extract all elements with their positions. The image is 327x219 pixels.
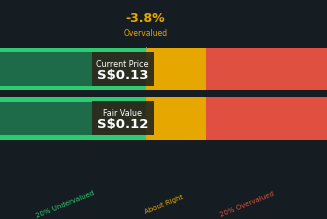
- Text: S$0.12: S$0.12: [97, 118, 148, 131]
- Bar: [146, 48, 206, 52]
- Bar: [206, 48, 327, 90]
- Bar: [146, 48, 206, 90]
- Text: 20% Overvalued: 20% Overvalued: [219, 191, 275, 218]
- Bar: [146, 85, 206, 90]
- Text: S$0.13: S$0.13: [97, 69, 148, 82]
- Bar: [0, 48, 146, 52]
- Bar: [0, 48, 146, 90]
- Bar: [92, 52, 154, 86]
- Text: 20% Undervalued: 20% Undervalued: [35, 190, 95, 219]
- Bar: [146, 97, 206, 102]
- Text: Fair Value: Fair Value: [103, 109, 142, 118]
- Bar: [146, 135, 206, 140]
- Text: Overvalued: Overvalued: [124, 29, 167, 39]
- Bar: [0, 97, 146, 140]
- Bar: [206, 97, 327, 102]
- Text: -3.8%: -3.8%: [126, 12, 165, 25]
- Bar: [206, 135, 327, 140]
- Text: Current Price: Current Price: [96, 60, 149, 69]
- Bar: [0, 85, 146, 90]
- Bar: [0, 135, 146, 140]
- Text: About Right: About Right: [143, 194, 184, 215]
- Bar: [146, 97, 206, 140]
- Bar: [206, 48, 327, 52]
- Bar: [206, 85, 327, 90]
- Bar: [0, 97, 146, 102]
- Bar: [92, 101, 154, 135]
- Bar: [206, 97, 327, 140]
